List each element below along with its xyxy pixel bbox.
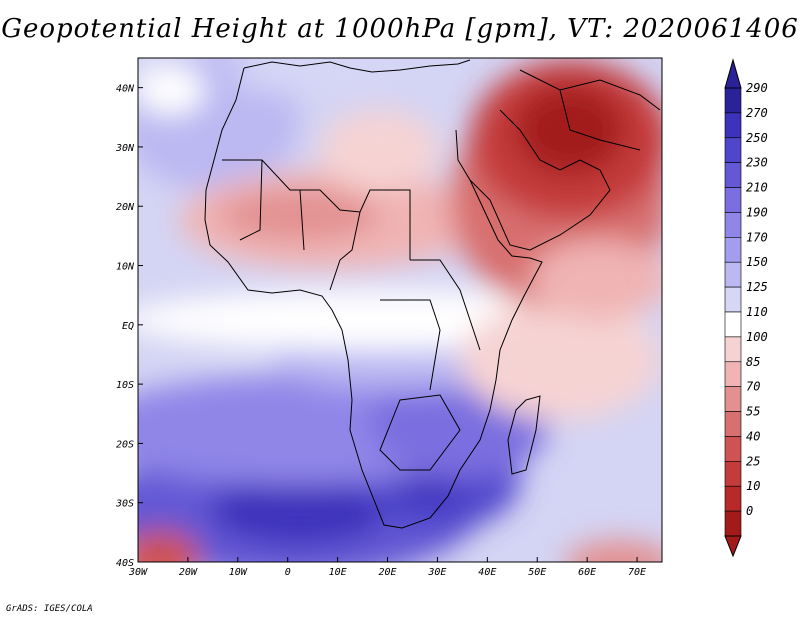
colorbar-label: 110 [746, 305, 768, 319]
colorbar-label: 210 [746, 181, 768, 195]
lon-tick-label: 30W [128, 567, 148, 578]
colorbar-label: 290 [746, 81, 768, 95]
lon-tick-label: 10E [329, 567, 347, 578]
coastlines [204, 59, 661, 529]
plot-frame [137, 57, 663, 563]
colorbar-label: 25 [746, 454, 760, 468]
lat-tick-label: 10N [116, 262, 135, 273]
colorbar-swatch [724, 510, 742, 537]
colorbar-swatch [724, 286, 742, 313]
colorbar-label: 70 [746, 380, 760, 394]
lat-tick-label: 20N [116, 202, 135, 213]
colorbar-label: 40 [746, 429, 760, 443]
lat-tick-label: 30N [115, 143, 135, 154]
colorbar-label: 0 [746, 504, 753, 518]
colorbar-label: 55 [746, 405, 760, 419]
colorbar-swatch [724, 311, 742, 338]
colorbar-bottom-arrow [724, 535, 742, 558]
colorbar-label: 150 [746, 255, 768, 269]
lon-tick-label: 50E [528, 567, 546, 578]
lon-tick-label: 20W [179, 567, 198, 578]
lat-tick-label: 30S [115, 499, 134, 510]
colorbar-label: 170 [746, 230, 768, 244]
colorbar-swatch [724, 112, 742, 139]
lon-axis: 30W 20W 10W 0 10E 20E 30E 40E 50E 60E 70E [128, 557, 646, 578]
colorbar-swatch [724, 485, 742, 512]
lat-tick-label: 40N [116, 84, 135, 95]
colorbar-swatch [724, 162, 742, 188]
colorbar-swatch [724, 87, 742, 114]
lat-tick-label: 10S [116, 380, 134, 391]
colorbar-label: 190 [746, 205, 768, 219]
lat-tick-label: 20S [116, 439, 134, 450]
colorbar-label: 85 [746, 355, 760, 369]
colorbar-label: 10 [746, 479, 760, 493]
colorbar-swatch [724, 237, 742, 263]
colorbar-swatch [724, 411, 742, 437]
lon-tick-label: 20E [378, 567, 396, 578]
map-title: Geopotential Height at 1000hPa [gpm], VT… [1, 14, 799, 44]
lon-tick-label: 40E [478, 567, 496, 578]
colorbar-label: 270 [746, 106, 768, 120]
colorbar-swatch [724, 436, 742, 462]
colorbar-top-arrow [724, 58, 742, 89]
lon-tick-label: 70E [628, 567, 646, 578]
colorbar-swatch [724, 212, 742, 238]
colorbar-swatch [724, 261, 742, 288]
credit-footer: GrADS: IGES/COLA [6, 604, 93, 614]
lon-tick-label: 30E [427, 567, 446, 578]
lat-tick-label: EQ [122, 321, 134, 332]
lat-axis: 40N 30N 20N 10N EQ 10S 20S 30S 40S [115, 84, 143, 569]
colorbar-label: 250 [746, 131, 768, 145]
lon-tick-label: 0 [285, 567, 291, 578]
colorbar-label: 125 [746, 280, 768, 294]
lon-tick-label: 10W [229, 567, 248, 578]
colorbar-swatch [724, 386, 742, 412]
colorbar-label: 100 [746, 330, 768, 344]
lat-tick-label: 40S [116, 558, 134, 569]
colorbar: 2902702502302101901701501251101008570554… [724, 58, 768, 558]
lon-tick-label: 60E [578, 567, 596, 578]
colorbar-swatch [724, 361, 742, 387]
colorbar-swatch [724, 187, 742, 213]
colorbar-swatch [724, 137, 742, 163]
colorbar-swatch [724, 336, 742, 363]
colorbar-swatch [724, 461, 742, 487]
colorbar-label: 230 [746, 156, 768, 170]
